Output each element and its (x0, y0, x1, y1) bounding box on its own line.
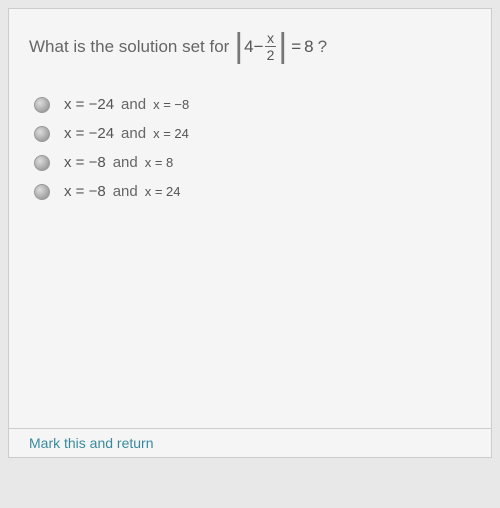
equals-sign: = (291, 37, 301, 57)
option-and: and (121, 96, 146, 113)
abs-bar-right: | (278, 27, 287, 66)
option-2[interactable]: x = −24 and x = 24 (34, 125, 471, 142)
option-text: x = −8 and x = 24 (64, 183, 181, 200)
divider (9, 428, 491, 429)
question-mark: ? (318, 37, 327, 57)
option-4[interactable]: x = −8 and x = 24 (34, 183, 471, 200)
option-text: x = −24 and x = −8 (64, 96, 189, 113)
mark-and-return-link[interactable]: Mark this and return (29, 435, 154, 451)
fraction-denominator: 2 (265, 46, 277, 62)
option-and: and (113, 183, 138, 200)
equation: | 4 − x 2 | = 8 (233, 27, 313, 66)
fraction: x 2 (265, 31, 277, 62)
question-prefix: What is the solution set for (29, 37, 229, 57)
option-3[interactable]: x = −8 and x = 8 (34, 154, 471, 171)
fraction-numerator: x (265, 31, 276, 46)
option-text: x = −8 and x = 8 (64, 154, 173, 171)
quiz-panel: What is the solution set for | 4 − x 2 |… (8, 8, 492, 458)
option-text: x = −24 and x = 24 (64, 125, 189, 142)
option-part2: x = 24 (145, 184, 181, 199)
option-part1: x = −8 (64, 183, 106, 200)
radio-icon[interactable] (34, 126, 50, 142)
option-part1: x = −8 (64, 154, 106, 171)
option-1[interactable]: x = −24 and x = −8 (34, 96, 471, 113)
question-text: What is the solution set for | 4 − x 2 |… (29, 27, 471, 66)
radio-icon[interactable] (34, 155, 50, 171)
option-part2: x = −8 (153, 97, 189, 112)
rhs-value: 8 (304, 37, 313, 57)
option-and: and (113, 154, 138, 171)
option-part1: x = −24 (64, 125, 114, 142)
abs-operator: − (254, 37, 264, 57)
radio-icon[interactable] (34, 184, 50, 200)
radio-icon[interactable] (34, 97, 50, 113)
option-part2: x = 8 (145, 155, 174, 170)
option-and: and (121, 125, 146, 142)
options-list: x = −24 and x = −8 x = −24 and x = 24 x … (29, 96, 471, 200)
abs-bar-left: | (234, 27, 243, 66)
option-part2: x = 24 (153, 126, 189, 141)
option-part1: x = −24 (64, 96, 114, 113)
abs-constant: 4 (244, 37, 253, 57)
